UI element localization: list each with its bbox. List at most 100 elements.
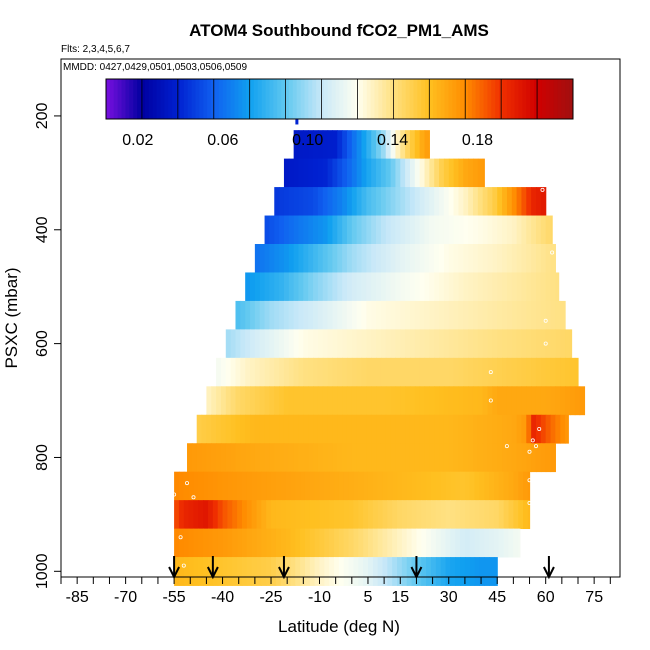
heatmap-cell [256, 557, 262, 586]
heatmap-cell [220, 443, 227, 473]
heatmap-cell [251, 471, 258, 501]
heatmap-cell [346, 357, 353, 387]
heatmap-cell [487, 187, 493, 216]
heatmap-cell [371, 357, 377, 387]
heatmap-cell [487, 414, 493, 444]
y-axis-label: PSXC (mbar) [2, 267, 21, 368]
heatmap-cell [516, 414, 523, 444]
heatmap-cell [329, 500, 335, 530]
heatmap-cell [392, 471, 398, 501]
marker-point [527, 449, 532, 454]
heatmap-cell [351, 329, 358, 359]
heatmap-cell [322, 244, 329, 273]
heatmap-cell [395, 272, 401, 302]
colorbar-slice [199, 79, 204, 119]
heatmap-cell [555, 329, 561, 359]
heatmap-cell [453, 300, 460, 330]
heatmap-cell [523, 471, 529, 501]
heatmap-cell [366, 386, 372, 416]
heatmap-cell [458, 329, 464, 359]
heatmap-cell [279, 443, 285, 473]
heatmap-cell [191, 443, 198, 473]
heatmap-cell [469, 500, 476, 530]
heatmap-cell [448, 443, 455, 473]
heatmap-cell [468, 272, 474, 302]
heatmap-cell [261, 500, 267, 530]
heatmap-cell [468, 386, 474, 416]
heatmap-cell [555, 300, 561, 330]
heatmap-cell [304, 528, 311, 558]
heatmap-cell [569, 357, 576, 387]
heatmap-cell [356, 215, 363, 245]
heatmap-cell [206, 386, 212, 416]
colorbar-slice [347, 79, 352, 119]
heatmap-cell [308, 386, 314, 416]
heatmap-cell [337, 130, 343, 160]
heatmap-cell [565, 414, 569, 444]
heatmap-cell [338, 500, 345, 530]
heatmap-cell [472, 158, 479, 188]
marker-point [540, 187, 545, 192]
heatmap-cell [521, 357, 527, 387]
heatmap-cell [477, 272, 484, 302]
heatmap-cell [303, 329, 309, 359]
colorbar-slice [249, 79, 255, 119]
heatmap-cell [309, 471, 316, 501]
heatmap-cell [405, 215, 411, 245]
heatmap-cell [518, 500, 524, 530]
heatmap-cell [317, 329, 324, 359]
heatmap-cell [314, 557, 321, 586]
heatmap-cell [429, 300, 435, 330]
heatmap-cell [414, 244, 421, 273]
heatmap-cell [502, 272, 508, 302]
heatmap-cell [565, 386, 571, 416]
heatmap-cell [235, 300, 241, 330]
heatmap-cell [351, 130, 358, 160]
heatmap-cell [367, 528, 374, 558]
colorbar-slice [312, 79, 317, 119]
heatmap-cell [429, 329, 435, 359]
heatmap-cell [482, 272, 489, 302]
heatmap-cell [455, 557, 461, 586]
heatmap-cell [366, 244, 372, 273]
heatmap-cell [290, 557, 296, 586]
heatmap-cell [400, 329, 406, 359]
heatmap-cell [343, 500, 350, 530]
heatmap-cell [463, 414, 469, 444]
colorbar-slice [456, 79, 461, 119]
heatmap-cell [174, 528, 180, 558]
heatmap-cell [526, 300, 532, 330]
heatmap-cell [376, 300, 382, 330]
heatmap-cell [295, 500, 301, 530]
heatmap-cell [421, 500, 427, 530]
heatmap-cell [511, 215, 518, 245]
heatmap-cell [203, 500, 209, 530]
heatmap-cell [317, 158, 324, 188]
heatmap-cell [445, 528, 451, 558]
heatmap-cell [327, 386, 334, 416]
heatmap-cell [317, 443, 324, 473]
heatmap-cell [443, 244, 450, 273]
heatmap-cell [435, 471, 442, 501]
heatmap-cell [545, 329, 552, 359]
heatmap-cell [245, 414, 251, 444]
heatmap-cell [227, 471, 233, 501]
heatmap-cell [479, 471, 485, 501]
heatmap-cell [256, 528, 262, 558]
heatmap-cell [527, 500, 531, 530]
heatmap-cell [506, 357, 513, 387]
heatmap-cell [372, 500, 379, 530]
heatmap-cell [279, 414, 285, 444]
heatmap-cell [250, 443, 256, 473]
heatmap-cell [424, 386, 430, 416]
heatmap-cell [274, 300, 280, 330]
heatmap-cell [250, 300, 256, 330]
heatmap-cell [498, 500, 505, 530]
heatmap-cell [280, 471, 287, 501]
heatmap-cell [474, 500, 481, 530]
heatmap-cell [303, 443, 309, 473]
heatmap-cell [531, 300, 537, 330]
heatmap-cell [266, 557, 272, 586]
colorbar-slice [343, 79, 348, 119]
heatmap-cell [288, 300, 295, 330]
